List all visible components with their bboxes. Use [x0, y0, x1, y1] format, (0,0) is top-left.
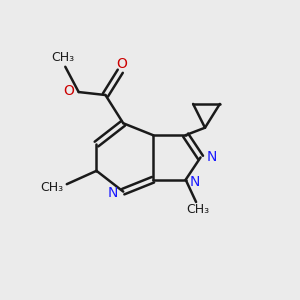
- Text: O: O: [64, 84, 75, 98]
- Text: N: N: [207, 150, 217, 164]
- Text: CH₃: CH₃: [51, 51, 74, 64]
- Text: N: N: [190, 175, 200, 189]
- Text: CH₃: CH₃: [40, 181, 64, 194]
- Text: N: N: [108, 186, 118, 200]
- Text: CH₃: CH₃: [186, 203, 209, 216]
- Text: O: O: [116, 57, 127, 71]
